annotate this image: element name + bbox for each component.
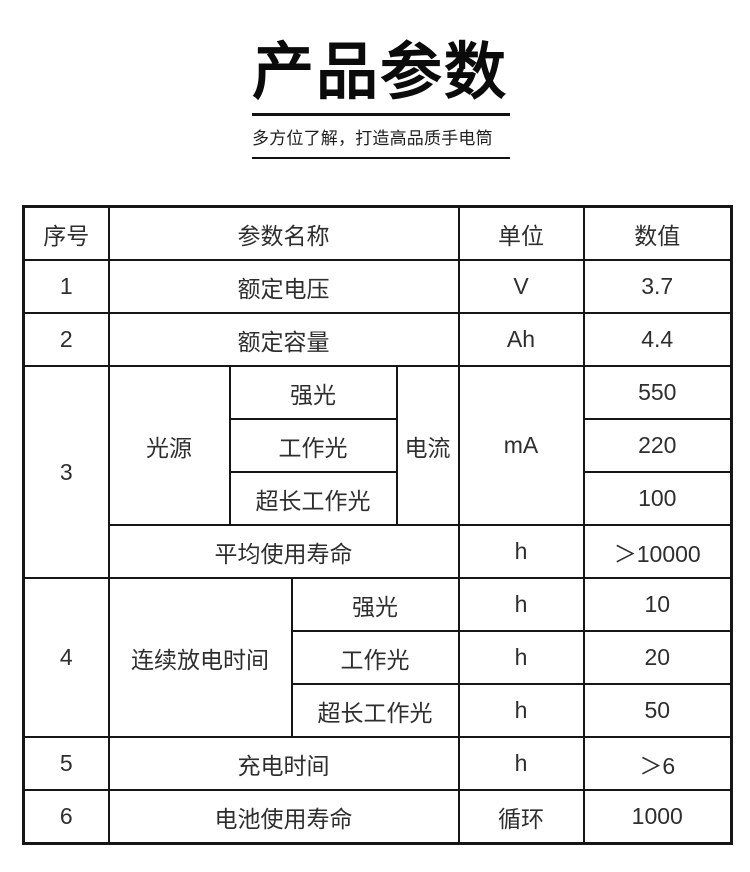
table-row-light-source-work: 工作光 220 xyxy=(24,418,733,473)
page-title: 产品参数 xyxy=(252,38,509,107)
table-row-discharge-strong: 4 连续放电时间 强光 h 10 xyxy=(22,577,733,738)
value-cell: 10 xyxy=(582,577,733,632)
unit-cell: h xyxy=(457,577,585,632)
table-row-discharge-longwork: 超长工作光 h 50 xyxy=(24,683,733,738)
table-header-row: 序号 参数名称 单位 数值 xyxy=(22,205,733,261)
spec-table: 序号 参数名称 单位 数值 1 额定电压 V 3.7 2 额定容量 Ah 4.4… xyxy=(22,205,733,845)
unit-cell: h xyxy=(457,524,585,579)
light-source-group-cell: 光源 xyxy=(107,365,231,526)
row-index-cell: 3 xyxy=(22,365,110,579)
value-cell: 100 xyxy=(582,471,733,526)
table-row-charge-time: 5 充电时间 h ＞6 xyxy=(22,736,733,791)
mode-label-cell: 强光 xyxy=(290,577,460,632)
row-index-cell: 4 xyxy=(22,577,110,738)
value-cell: 4.4 xyxy=(582,312,733,367)
table-row-rated-voltage: 1 额定电压 V 3.7 xyxy=(22,259,733,314)
param-name-cell: 额定容量 xyxy=(107,312,460,367)
mode-label-cell: 工作光 xyxy=(290,630,460,685)
mode-label-cell: 超长工作光 xyxy=(228,471,398,526)
table-row-discharge-work: 工作光 h 20 xyxy=(24,630,733,685)
col-header-name: 参数名称 xyxy=(107,205,460,261)
value-cell: ＞6 xyxy=(582,736,733,791)
param-name-cell: 平均使用寿命 xyxy=(107,524,460,579)
mode-label-cell: 超长工作光 xyxy=(290,683,460,738)
value-cell: 1000 xyxy=(582,789,733,845)
param-name-cell: 充电时间 xyxy=(107,736,460,791)
col-header-index: 序号 xyxy=(22,205,110,261)
col-header-value: 数值 xyxy=(582,205,733,261)
discharge-group-cell: 连续放电时间 xyxy=(107,577,293,738)
row-index-cell: 2 xyxy=(22,312,110,367)
value-cell: 3.7 xyxy=(582,259,733,314)
param-name-cell: 电池使用寿命 xyxy=(107,789,460,845)
table-row-average-lifespan: 平均使用寿命 h ＞10000 xyxy=(24,524,733,579)
mode-label-cell: 强光 xyxy=(228,365,398,420)
table-row-battery-lifespan: 6 电池使用寿命 循环 1000 xyxy=(22,789,733,845)
value-cell: 550 xyxy=(582,365,733,420)
unit-cell: h xyxy=(457,683,585,738)
unit-cell: 循环 xyxy=(457,789,585,845)
row-index-cell: 6 xyxy=(22,789,110,845)
page-subtitle: 多方位了解，打造高品质手电筒 xyxy=(252,129,493,149)
table-row-light-source-strong: 3 光源 强光 电流 mA 550 xyxy=(22,365,733,579)
table-row-rated-capacity: 2 额定容量 Ah 4.4 xyxy=(22,312,733,367)
table-row-light-source-longwork: 超长工作光 100 xyxy=(24,471,733,526)
value-cell: ＞10000 xyxy=(582,524,733,579)
title-divider xyxy=(252,113,510,117)
value-cell: 220 xyxy=(582,418,733,473)
subtitle-divider xyxy=(252,157,510,160)
unit-cell: Ah xyxy=(457,312,585,367)
col-header-unit: 单位 xyxy=(457,205,585,261)
row-index-cell: 1 xyxy=(22,259,110,314)
mode-label-cell: 工作光 xyxy=(228,418,398,473)
unit-cell: mA xyxy=(457,365,585,526)
page-header: 产品参数 多方位了解，打造高品质手电筒 xyxy=(252,38,510,160)
unit-cell: h xyxy=(457,630,585,685)
current-label-cell: 电流 xyxy=(395,365,460,526)
unit-cell: V xyxy=(457,259,585,314)
value-cell: 50 xyxy=(582,683,733,738)
unit-cell: h xyxy=(457,736,585,791)
row-index-cell: 5 xyxy=(22,736,110,791)
value-cell: 20 xyxy=(582,630,733,685)
param-name-cell: 额定电压 xyxy=(107,259,460,314)
